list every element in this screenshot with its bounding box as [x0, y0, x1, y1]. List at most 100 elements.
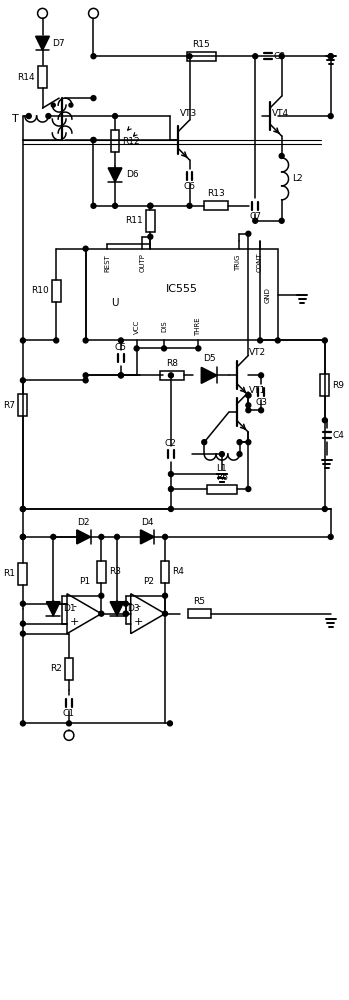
Circle shape: [118, 338, 124, 343]
Bar: [146, 210, 155, 232]
Text: D7: D7: [52, 39, 65, 48]
Text: C1: C1: [63, 709, 75, 718]
Circle shape: [46, 114, 51, 119]
Text: R2: R2: [50, 664, 62, 673]
Circle shape: [187, 203, 192, 208]
Text: L2: L2: [292, 174, 303, 183]
Circle shape: [246, 231, 251, 236]
Text: D2: D2: [77, 518, 90, 527]
Circle shape: [163, 593, 168, 598]
Circle shape: [246, 393, 251, 398]
Text: R4: R4: [172, 567, 184, 576]
Circle shape: [124, 611, 128, 616]
Circle shape: [259, 408, 263, 413]
Circle shape: [113, 114, 118, 119]
Text: R8: R8: [166, 359, 178, 368]
Circle shape: [21, 721, 25, 726]
Text: D5: D5: [203, 354, 215, 363]
Text: REST: REST: [104, 254, 110, 272]
Circle shape: [246, 403, 251, 408]
Circle shape: [220, 452, 224, 457]
Text: THRE: THRE: [195, 317, 201, 336]
Circle shape: [246, 408, 251, 413]
Circle shape: [328, 114, 333, 119]
Circle shape: [99, 593, 104, 598]
Circle shape: [253, 218, 258, 223]
Text: IC555: IC555: [166, 284, 198, 294]
Circle shape: [246, 440, 251, 445]
Text: R3: R3: [109, 567, 121, 576]
Circle shape: [21, 534, 25, 539]
Circle shape: [21, 601, 25, 606]
Polygon shape: [77, 530, 90, 544]
Circle shape: [322, 506, 327, 511]
Circle shape: [21, 506, 25, 511]
Bar: [207, 485, 237, 494]
Text: D3: D3: [127, 604, 140, 613]
Text: R10: R10: [31, 286, 49, 295]
Bar: [187, 52, 216, 61]
Text: C3: C3: [255, 398, 267, 407]
Text: R7: R7: [3, 401, 16, 410]
Circle shape: [169, 487, 173, 492]
Polygon shape: [46, 602, 60, 616]
Text: P1: P1: [79, 577, 90, 586]
Text: R13: R13: [207, 189, 225, 198]
Circle shape: [51, 601, 56, 606]
Circle shape: [21, 621, 25, 626]
Circle shape: [187, 54, 192, 59]
Circle shape: [91, 54, 96, 59]
Text: R6: R6: [216, 473, 228, 482]
Text: -: -: [73, 601, 77, 611]
Bar: [38, 66, 47, 88]
Polygon shape: [201, 367, 217, 383]
Circle shape: [67, 721, 72, 726]
Circle shape: [253, 54, 258, 59]
Bar: [97, 561, 106, 583]
Text: VT1: VT1: [249, 386, 267, 395]
Text: TRIG: TRIG: [236, 254, 242, 271]
Circle shape: [134, 346, 139, 351]
Text: VCC: VCC: [134, 319, 140, 334]
Circle shape: [322, 418, 327, 423]
Text: C4: C4: [333, 431, 344, 440]
Text: R14: R14: [17, 73, 35, 82]
Polygon shape: [108, 168, 122, 182]
Circle shape: [169, 506, 173, 511]
Text: VT3: VT3: [180, 109, 197, 118]
Circle shape: [21, 338, 25, 343]
Text: R11: R11: [125, 216, 143, 225]
Text: C5: C5: [115, 343, 127, 352]
Text: -: -: [136, 601, 141, 611]
Text: D4: D4: [141, 518, 154, 527]
Text: R1: R1: [3, 569, 16, 578]
Polygon shape: [36, 36, 49, 50]
Circle shape: [91, 138, 96, 142]
Text: GND: GND: [265, 287, 271, 303]
Text: L1: L1: [216, 464, 227, 473]
Circle shape: [91, 203, 96, 208]
Text: U: U: [111, 298, 119, 308]
Circle shape: [114, 601, 119, 606]
Bar: [18, 563, 27, 585]
Circle shape: [148, 234, 153, 239]
Bar: [86, 249, 278, 340]
Circle shape: [275, 338, 280, 343]
Circle shape: [118, 373, 124, 378]
Circle shape: [118, 373, 124, 378]
Circle shape: [148, 203, 153, 208]
Polygon shape: [110, 602, 124, 616]
Circle shape: [237, 452, 242, 457]
Text: C2: C2: [165, 439, 177, 448]
Bar: [65, 658, 73, 680]
Polygon shape: [141, 530, 154, 544]
Circle shape: [279, 153, 284, 158]
Circle shape: [21, 534, 25, 539]
Circle shape: [51, 103, 55, 107]
Text: OUTP: OUTP: [140, 253, 146, 272]
Bar: [161, 561, 170, 583]
Bar: [52, 280, 61, 302]
Circle shape: [51, 534, 56, 539]
Circle shape: [124, 601, 128, 606]
Circle shape: [163, 534, 168, 539]
